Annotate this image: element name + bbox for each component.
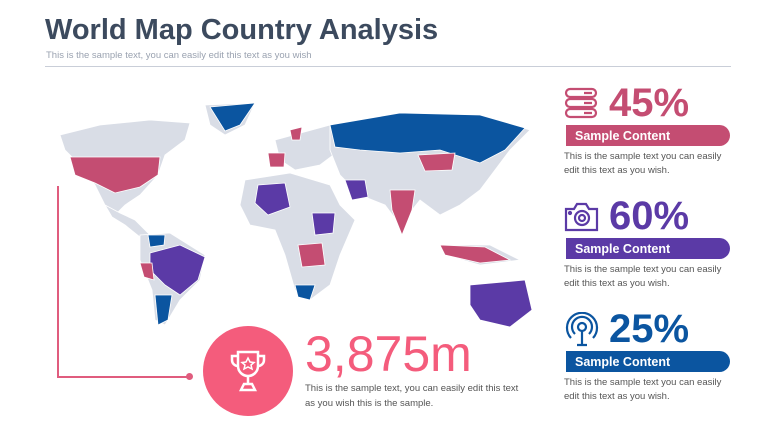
country-canada-north [209, 102, 256, 132]
country-usa [69, 156, 161, 194]
page-subtitle: This is the sample text, you can easily … [46, 50, 312, 61]
country-venezuela [147, 234, 166, 248]
connector-line-horizontal [57, 376, 190, 378]
highlight-description: This is the sample text, you can easily … [305, 383, 519, 409]
server-icon [564, 87, 598, 119]
camera-icon [564, 202, 599, 232]
trophy-icon [230, 350, 266, 392]
stat-label: Sample Content [566, 238, 730, 259]
divider [45, 66, 731, 67]
country-india [389, 189, 416, 237]
country-australia [469, 279, 533, 328]
central-america [103, 203, 151, 238]
stat-percent: 45% [609, 81, 690, 125]
country-uk [289, 126, 303, 141]
stat-description: This is the sample text you can easily e… [564, 264, 722, 289]
connector-line-vertical [57, 186, 59, 377]
world-map [59, 102, 533, 328]
connector-dot [186, 373, 193, 380]
stat-label: Sample Content [566, 351, 730, 372]
country-indonesia [439, 244, 512, 264]
stat-percent: 60% [609, 194, 690, 238]
stat-description: This is the sample text you can easily e… [564, 377, 722, 402]
stat-description: This is the sample text you can easily e… [564, 151, 722, 176]
country-peru [139, 262, 155, 281]
stat-label: Sample Content [566, 125, 730, 146]
country-algeria [254, 182, 291, 216]
country-russia [329, 112, 526, 164]
country-drc [297, 242, 326, 268]
highlight-value: 3,875m [305, 326, 472, 382]
country-argentina [154, 294, 173, 326]
country-mongolia [417, 152, 456, 172]
country-sudan [311, 212, 336, 236]
country-south-africa-region [294, 284, 316, 301]
broadcast-icon [565, 312, 599, 347]
stat-percent: 25% [609, 307, 690, 351]
country-france [267, 152, 286, 168]
trophy-badge [203, 326, 293, 416]
country-iran [344, 179, 369, 201]
page-title: World Map Country Analysis [45, 14, 439, 46]
